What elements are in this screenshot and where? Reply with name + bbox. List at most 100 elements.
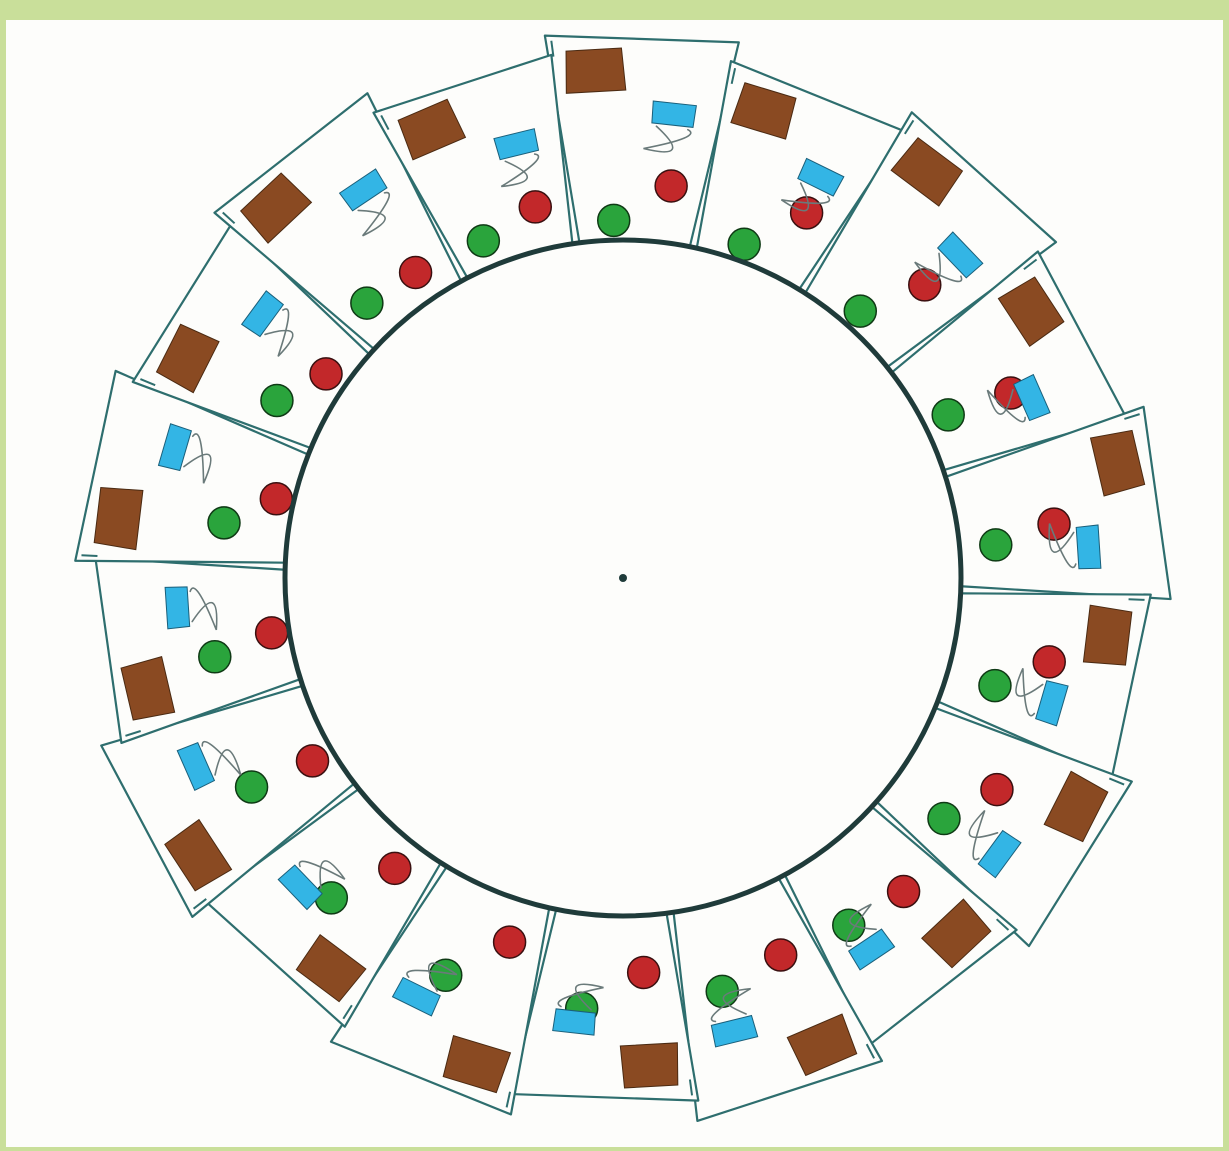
frame-panel xyxy=(875,706,1133,948)
brown-sleeve xyxy=(565,47,627,94)
blue-cuff xyxy=(651,100,697,128)
blue-cuff xyxy=(391,976,441,1017)
frame-slot xyxy=(995,918,1010,931)
frame-slot xyxy=(550,40,555,57)
green-ball xyxy=(350,286,384,320)
frame-slot xyxy=(730,67,737,85)
brown-sleeve xyxy=(730,82,797,140)
frame-panel xyxy=(783,805,1018,1047)
hand-outline xyxy=(1048,523,1077,569)
brown-sleeve xyxy=(295,934,367,1003)
blue-cuff xyxy=(1075,524,1102,570)
brown-sleeve xyxy=(1043,770,1109,843)
hand-outline xyxy=(406,962,458,992)
red-ball xyxy=(309,357,343,391)
frame-slot xyxy=(380,114,390,131)
brown-sleeve xyxy=(239,172,313,244)
red-ball xyxy=(654,169,688,203)
hand-outline xyxy=(780,182,831,212)
green-ball xyxy=(931,398,965,432)
blue-cuff xyxy=(552,1008,596,1036)
hand-outline xyxy=(201,740,242,776)
red-ball xyxy=(518,190,553,224)
green-ball xyxy=(727,227,761,262)
red-ball xyxy=(908,268,942,302)
hand-outline xyxy=(298,860,346,890)
brown-sleeve xyxy=(1089,429,1146,497)
frame-panel xyxy=(94,556,302,745)
frame-panel xyxy=(936,592,1152,779)
hand-outline xyxy=(500,153,540,188)
brown-sleeve xyxy=(890,137,964,207)
green-ball xyxy=(832,908,866,943)
hand-outline xyxy=(845,903,877,948)
blue-cuff xyxy=(710,1014,759,1048)
hand-outline xyxy=(357,191,390,237)
frame-slot xyxy=(505,1091,512,1108)
hand-outline xyxy=(968,809,999,861)
red-ball xyxy=(398,255,433,290)
frame-slot xyxy=(342,1004,353,1020)
frame-slot xyxy=(222,211,236,225)
blue-cuff xyxy=(493,128,540,161)
hand-outline xyxy=(264,308,294,357)
phenakistoscope-disc xyxy=(74,34,1172,1123)
frame-panel xyxy=(100,684,356,918)
blue-cuff xyxy=(1035,680,1069,727)
hand-outline xyxy=(1015,668,1044,717)
red-ball xyxy=(492,925,527,959)
blue-cuff xyxy=(338,168,388,212)
hand-outline xyxy=(710,987,752,1023)
hand-outline xyxy=(183,433,212,484)
brown-sleeve xyxy=(997,276,1065,348)
frame-panel xyxy=(510,908,700,1102)
blue-cuff xyxy=(1012,373,1051,422)
frame-slot xyxy=(81,554,98,557)
frame-panel xyxy=(543,34,740,248)
red-ball xyxy=(295,744,330,778)
green-ball xyxy=(979,528,1013,562)
blue-cuff xyxy=(977,829,1022,879)
blue-cuff xyxy=(164,586,191,630)
red-ball xyxy=(378,851,412,886)
brown-sleeve xyxy=(921,898,992,969)
blue-cuff xyxy=(240,290,285,338)
brown-sleeve xyxy=(1082,604,1133,666)
frame-slot xyxy=(1108,777,1125,786)
frame-panel xyxy=(329,865,551,1116)
red-ball xyxy=(254,616,289,650)
brown-sleeve xyxy=(619,1042,679,1089)
frame-slot xyxy=(192,898,207,910)
frame-slot xyxy=(1023,258,1038,271)
frame-slot xyxy=(904,119,915,135)
brown-sleeve xyxy=(397,98,467,161)
blue-cuff xyxy=(277,864,323,911)
hand-outline xyxy=(914,252,963,283)
green-ball xyxy=(234,770,269,804)
green-ball xyxy=(466,224,501,258)
red-ball xyxy=(763,938,798,972)
center-pivot xyxy=(619,574,627,582)
red-ball xyxy=(1032,645,1066,679)
brown-sleeve xyxy=(164,818,233,892)
frame-slot xyxy=(688,1079,694,1096)
green-ball xyxy=(260,383,294,418)
green-ball xyxy=(198,640,232,674)
green-ball xyxy=(596,203,631,238)
inner-circle xyxy=(282,237,964,919)
green-ball xyxy=(207,506,241,540)
hand-outline xyxy=(557,983,604,1011)
frame-slot xyxy=(140,378,156,387)
green-ball xyxy=(927,801,961,836)
frame-slot xyxy=(1124,413,1140,420)
frame-panel xyxy=(74,369,310,564)
red-ball xyxy=(1037,507,1071,541)
frame-slot xyxy=(1128,598,1145,601)
green-ball xyxy=(843,294,878,328)
red-ball xyxy=(886,874,921,909)
red-ball xyxy=(980,772,1014,807)
brown-sleeve xyxy=(786,1013,858,1077)
green-ball xyxy=(978,668,1012,703)
blue-cuff xyxy=(157,423,193,472)
brown-sleeve xyxy=(442,1034,512,1094)
